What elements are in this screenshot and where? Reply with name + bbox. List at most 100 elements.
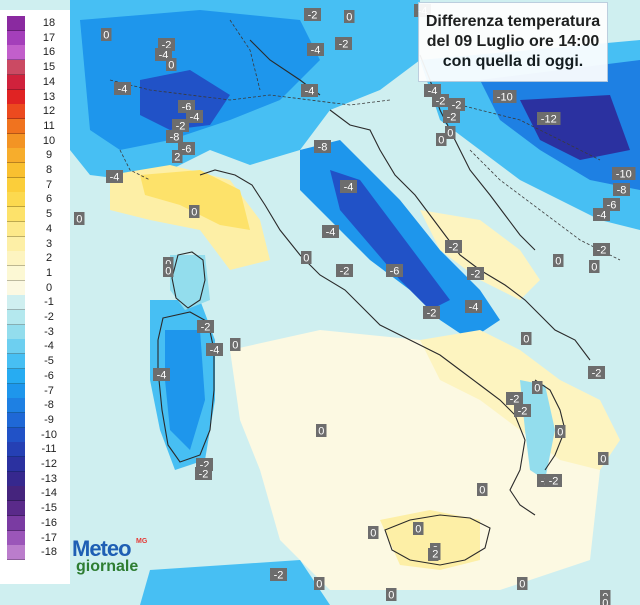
legend-row: -12 xyxy=(0,457,70,472)
title-line-3: con quella di oggi. xyxy=(442,53,584,70)
value-label-text: -6 xyxy=(607,200,617,212)
value-label-box xyxy=(316,424,327,437)
value-label: -4 xyxy=(206,343,223,357)
legend-swatch xyxy=(7,368,25,384)
value-label: -2 xyxy=(593,243,610,257)
value-label-box xyxy=(436,133,447,146)
legend-row: -5 xyxy=(0,354,70,370)
value-label-box xyxy=(155,48,172,61)
value-label-box xyxy=(340,180,357,193)
legend-row: 6 xyxy=(0,192,70,208)
value-label-text: 0 xyxy=(555,256,561,268)
value-label: -4 xyxy=(301,84,318,98)
value-label: 2 xyxy=(430,547,441,561)
legend-row: 0 xyxy=(0,280,70,296)
value-label-text: 0 xyxy=(76,214,82,226)
value-label-text: 0 xyxy=(165,266,171,278)
value-label-text: 0 xyxy=(534,383,540,395)
legend-row: 1 xyxy=(0,265,70,281)
value-label: -6 xyxy=(603,198,620,212)
legend-swatch xyxy=(7,530,25,546)
value-label-box xyxy=(206,343,223,356)
legend-row: 14 xyxy=(0,74,70,90)
value-label-text: -2 xyxy=(597,245,607,257)
value-labels: -2-40-2-2-4-40-4-4-10-4-2-6-4-12-20-80-6… xyxy=(74,4,636,605)
value-label-text: -4 xyxy=(326,227,336,239)
value-label-text: -2 xyxy=(308,10,318,22)
value-label-text: -10 xyxy=(616,169,632,181)
value-label: 2 xyxy=(172,150,183,164)
legend-row: 7 xyxy=(0,177,70,193)
legend-swatch xyxy=(7,60,25,76)
legend-label: 12 xyxy=(42,105,56,118)
legend-label: 6 xyxy=(45,193,53,206)
value-label: -2 xyxy=(445,240,462,254)
value-label-box xyxy=(430,547,441,560)
value-label: 0 xyxy=(445,126,456,140)
value-label-text: -6 xyxy=(182,102,192,114)
value-label-box xyxy=(493,90,517,103)
legend-row: -7 xyxy=(0,383,70,399)
value-label-text: -6 xyxy=(390,266,400,278)
value-label-box xyxy=(114,82,131,95)
legend-swatch xyxy=(7,471,25,487)
value-label-text: -2 xyxy=(200,460,210,472)
value-label-text: 0 xyxy=(168,60,174,72)
value-label: -2 xyxy=(545,474,562,488)
legend-row: 15 xyxy=(0,60,70,76)
value-label-box xyxy=(612,167,636,180)
value-label-box xyxy=(555,425,566,438)
value-label-box xyxy=(344,10,355,23)
legend-label: -7 xyxy=(44,384,54,397)
legend-swatch xyxy=(7,30,25,46)
value-label-text: -2 xyxy=(176,121,186,133)
value-label-box xyxy=(593,243,610,256)
value-label: -4 xyxy=(424,84,441,98)
legend-swatch xyxy=(7,457,25,472)
value-label-box xyxy=(445,126,456,139)
legend-row: -2 xyxy=(0,310,70,325)
value-label: -4 xyxy=(307,43,324,57)
legend-row: -8 xyxy=(0,398,70,414)
legend-row: 10 xyxy=(0,133,70,149)
value-label-text: -2 xyxy=(549,476,559,488)
legend-swatch xyxy=(7,310,25,325)
legend-label: 17 xyxy=(42,31,56,44)
legend-row: 2 xyxy=(0,251,70,267)
warm-area-sicily xyxy=(380,510,480,570)
value-label: -2 xyxy=(506,392,523,406)
legend-label: 3 xyxy=(45,237,53,250)
value-label-text: -4 xyxy=(469,302,479,314)
value-label-text: -2 xyxy=(199,469,209,481)
value-label-text: -6 xyxy=(182,144,192,156)
legend-label: -5 xyxy=(44,355,54,368)
legend-row: -16 xyxy=(0,515,70,531)
legend-swatch xyxy=(7,207,25,223)
value-label-box xyxy=(443,110,460,123)
legend-label: 10 xyxy=(42,134,56,147)
legend-label: 4 xyxy=(45,222,53,235)
legend-swatch xyxy=(7,163,25,178)
value-label-box xyxy=(166,58,177,71)
value-label-text: -10 xyxy=(497,92,513,104)
cold-area-east-deep xyxy=(520,95,630,160)
value-label: -4 xyxy=(465,300,482,314)
legend-label: 1 xyxy=(45,266,53,279)
legend-row: -11 xyxy=(0,442,70,458)
value-label: 0 xyxy=(589,260,600,274)
cold-band-apennines-core xyxy=(330,170,450,310)
legend-row: 11 xyxy=(0,118,70,134)
legend-label: 13 xyxy=(42,90,56,103)
legend-row: 16 xyxy=(0,45,70,61)
value-label-box xyxy=(74,212,85,225)
legend-swatch xyxy=(7,515,25,531)
value-label-text: 0 xyxy=(103,30,109,42)
value-label: 0 xyxy=(301,251,312,265)
value-label: 0 xyxy=(314,577,325,591)
legend-label: -9 xyxy=(44,413,54,426)
value-label-box xyxy=(230,338,241,351)
legend-label: 18 xyxy=(42,17,56,29)
value-label: -6 xyxy=(178,100,195,114)
value-label: -2 xyxy=(588,366,605,380)
